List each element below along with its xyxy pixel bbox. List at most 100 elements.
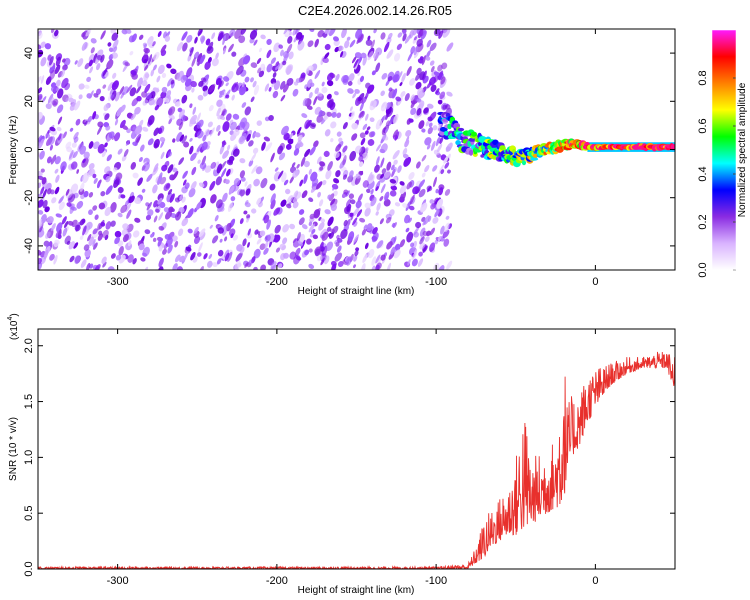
noise-blob	[47, 54, 52, 61]
ridge-point	[439, 126, 448, 132]
noise-blob	[408, 171, 415, 180]
noise-blob	[285, 143, 292, 150]
noise-blob	[179, 194, 184, 201]
noise-blob	[430, 66, 435, 73]
noise-blob	[41, 177, 47, 185]
noise-blob	[381, 72, 388, 80]
noise-blob	[425, 120, 430, 127]
ridge-point	[443, 130, 450, 136]
noise-blob	[194, 36, 198, 44]
noise-blob	[376, 143, 382, 152]
x-tick-label: 0	[592, 575, 598, 587]
noise-blob	[174, 254, 181, 263]
noise-blob	[443, 238, 450, 247]
spectrogram-plot-area	[37, 28, 676, 271]
noise-blob	[336, 234, 340, 239]
noise-blob	[287, 195, 294, 203]
noise-blob	[321, 86, 328, 94]
noise-blob	[227, 202, 233, 212]
noise-blob	[147, 54, 153, 65]
noise-blob	[189, 137, 193, 142]
noise-blob	[391, 164, 395, 171]
noise-blob	[336, 237, 343, 243]
noise-blob	[348, 193, 355, 199]
noise-blob	[183, 251, 189, 262]
noise-blob	[301, 113, 308, 119]
noise-blob	[224, 236, 228, 242]
noise-blob	[232, 148, 240, 157]
noise-blob	[324, 43, 331, 51]
noise-blob	[420, 30, 427, 40]
noise-blob	[62, 58, 66, 63]
noise-blob	[84, 62, 90, 70]
noise-blob	[402, 33, 407, 42]
noise-blob	[245, 188, 251, 196]
noise-blob	[168, 106, 176, 116]
noise-blob	[313, 209, 321, 219]
noise-blob	[215, 199, 223, 209]
noise-blob	[69, 127, 74, 132]
noise-blob	[55, 174, 60, 183]
noise-blob	[184, 182, 190, 190]
noise-blob	[296, 163, 300, 169]
noise-blob	[337, 261, 344, 267]
noise-blob	[40, 75, 45, 84]
noise-blob	[386, 241, 393, 250]
noise-blob	[346, 36, 351, 41]
noise-blob	[415, 73, 421, 81]
noise-blob	[370, 131, 376, 138]
noise-blob	[327, 194, 332, 200]
noise-blob	[266, 63, 273, 73]
noise-blob	[38, 262, 43, 270]
noise-blob	[277, 145, 284, 155]
noise-blob	[354, 250, 359, 257]
noise-blob	[82, 158, 86, 164]
noise-blob	[432, 165, 438, 172]
ridge-point	[468, 149, 474, 156]
noise-blob	[129, 87, 137, 97]
snr-multiplier: (x104)	[7, 313, 20, 340]
noise-blob	[357, 56, 363, 65]
noise-blob	[68, 241, 75, 250]
noise-blob	[153, 97, 159, 106]
noise-blob	[380, 101, 388, 112]
noise-blob	[399, 82, 403, 87]
noise-blob	[222, 47, 227, 55]
noise-blob	[433, 71, 440, 76]
noise-blob	[320, 218, 326, 223]
noise-blob	[362, 180, 369, 188]
noise-blob	[239, 85, 247, 96]
noise-blob	[302, 97, 308, 107]
noise-blob	[260, 63, 266, 70]
noise-blob	[111, 135, 115, 140]
noise-blob	[190, 80, 197, 88]
noise-blob	[178, 121, 184, 131]
noise-blob	[240, 176, 246, 182]
noise-blob	[289, 175, 295, 184]
noise-blob	[98, 202, 106, 210]
noise-blob	[53, 242, 59, 248]
noise-blob	[229, 228, 236, 237]
noise-blob	[244, 202, 251, 208]
noise-blob	[291, 162, 296, 168]
noise-blob	[227, 251, 233, 262]
noise-blob	[240, 29, 247, 35]
noise-blob	[326, 93, 332, 100]
noise-blob	[392, 129, 399, 138]
noise-blob	[286, 43, 293, 54]
noise-blob	[153, 138, 160, 149]
noise-blob	[231, 83, 239, 93]
noise-blob	[326, 99, 334, 109]
noise-blob	[108, 47, 114, 53]
noise-blob	[261, 141, 266, 151]
noise-blob	[90, 38, 97, 44]
noise-blob	[77, 58, 84, 68]
noise-blob	[315, 181, 323, 190]
noise-blob	[375, 119, 383, 130]
noise-blob	[265, 142, 273, 152]
noise-blob	[424, 236, 430, 242]
noise-blob	[107, 42, 112, 47]
noise-blob	[165, 210, 172, 220]
noise-blob	[239, 189, 246, 197]
noise-blob	[268, 86, 272, 92]
